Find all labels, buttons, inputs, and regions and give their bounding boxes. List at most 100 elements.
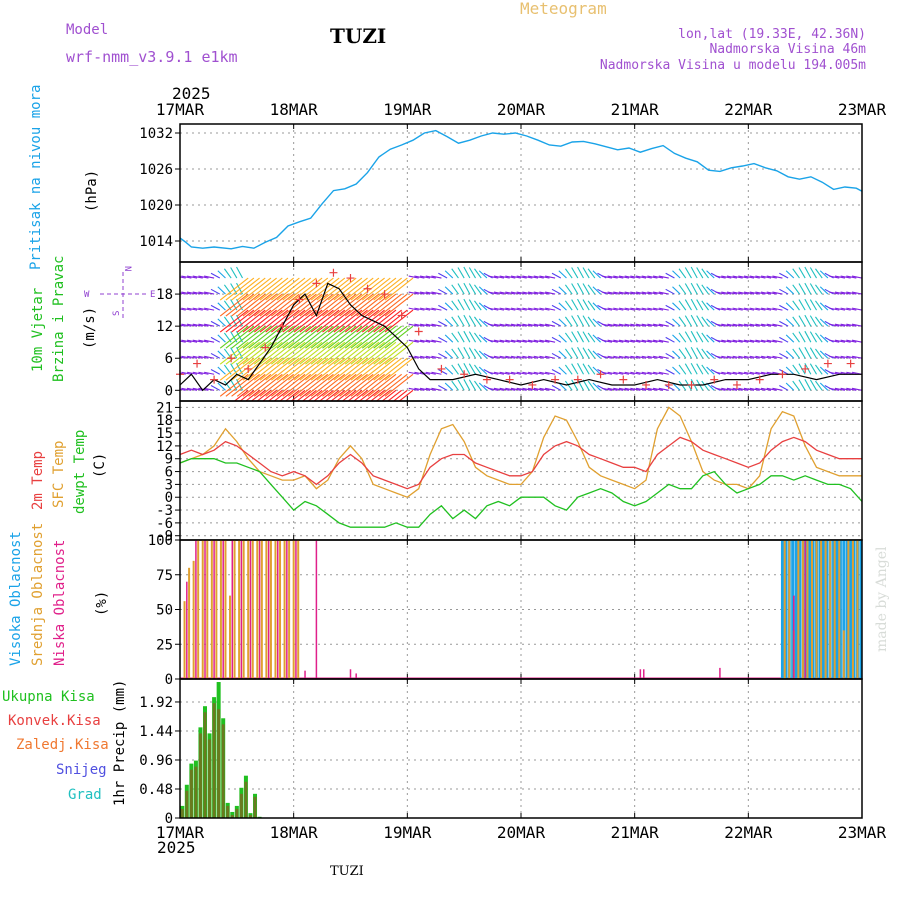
wind-arrow [785,334,795,343]
wind-arrow [322,341,351,365]
wind-arrow [732,275,743,279]
wind-arrow [344,373,374,397]
wind-arrow [696,299,704,311]
wind-arrow [824,385,834,391]
wind-arrow [577,379,584,391]
wind-arrow [468,267,477,279]
wind-arrow [408,275,419,279]
wind-arrow [749,323,760,327]
y-tick-label: 0.48 [139,782,173,798]
wind-arrow [242,341,272,365]
wind-arrow [618,355,630,359]
gust-marker [823,359,832,368]
wind-arrow [236,309,266,333]
top-day-label: 18MAR [270,100,319,119]
precip-conv-bar [212,703,216,818]
wind-arrow [248,373,277,397]
compass-west: W [84,290,90,300]
low-cloud-bar [639,669,642,679]
wind-arrow [571,331,579,343]
wind-arrow [564,284,573,295]
top-day-label: 23MAR [838,100,887,119]
wind-arrow [551,369,562,375]
wind-arrow [451,364,459,375]
y-tick-label: 1.44 [139,724,173,740]
wind-arrow [510,275,522,279]
wind-arrow [684,283,692,295]
mid-cloud-bar [229,595,232,679]
wind-arrow [316,293,346,317]
wind-arrow [516,291,527,295]
wind-arrow [265,373,295,397]
wind-arrow [414,371,425,375]
pressure-label: Pritisak na nivou mora [28,85,44,270]
wind-arrow [533,291,544,295]
wind-arrow [444,350,454,359]
wind-arrow [624,355,635,359]
wind-arrow [474,316,482,327]
wind-arrow [425,291,436,295]
wind-arrow [539,371,550,375]
wind-arrow [219,341,249,365]
wind-arrow [798,347,806,359]
gust-marker [596,370,605,379]
wind-arrow [305,277,334,301]
wind-arrow [505,275,516,279]
wind-arrow [248,309,277,333]
wind-label: 10m Vjetar [30,288,46,372]
wind-arrow [539,323,550,327]
wind-arrow [592,350,601,359]
wind-arrow [198,355,209,359]
wind-arrow [180,309,181,311]
wind-arrow [468,331,477,343]
wind-arrow [367,277,397,301]
wind-arrow [582,283,590,295]
low-cloud-bar [213,540,215,679]
mid-cloud-bar [242,540,245,679]
wind-arrow [431,387,442,391]
wind-arrow [618,339,630,343]
mid-cloud-bar [283,540,286,679]
wind-arrow [690,266,698,279]
low-cloud-bar [349,669,352,679]
wind-arrow [451,268,459,279]
wind-arrow [738,323,749,327]
wind-arrow [457,299,465,311]
mid-cloud-bar [297,540,300,679]
wind-arrow [463,363,471,375]
wind-arrow [242,373,272,397]
wind-arrow [635,291,647,295]
wind-arrow [493,387,505,391]
wind-arrow [305,309,334,333]
wind-arrow [582,299,590,311]
wind-arrow [618,323,630,327]
wind-arrow [451,300,459,311]
wind-arrow [721,339,732,343]
wind-arrow [701,380,709,391]
wind-arrow [510,291,522,295]
wind-arrow [647,275,658,279]
wind-arrow [356,293,385,317]
wind-arrow [279,389,295,401]
wind-arrow [378,309,408,333]
wind-arrow [438,385,448,391]
wind-arrow [684,299,692,311]
wind-arrow [539,291,550,295]
wind-arrow [743,355,755,359]
wind-arrow [558,270,567,279]
wind-gust-markers [176,268,855,389]
y-tick-label: 12 [156,319,173,335]
wind-arrow [755,307,766,311]
wind-arrow [785,270,795,279]
wind-arrow [743,387,755,391]
wind-arrow [333,309,363,333]
wind-arrow [431,275,442,279]
wind-arrow [533,371,544,375]
wind-arrow [792,348,800,359]
wind-arrow [613,371,624,375]
wind-arrow [444,302,454,311]
wind-arrow [701,268,709,279]
wind-arrow [760,307,772,311]
wind-arrow [276,277,306,301]
wind-arrow [499,307,510,311]
